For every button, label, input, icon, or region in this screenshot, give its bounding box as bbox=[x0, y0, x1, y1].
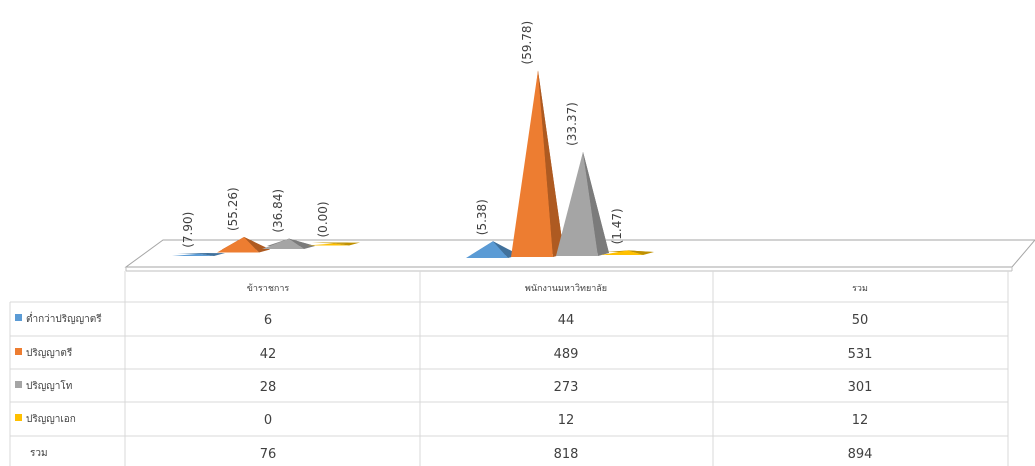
data-label: (5.38) bbox=[475, 199, 489, 235]
data-table: ข้าราชการ พนักงานมหาวิทยาลัย รวม ต่ำกว่า… bbox=[9, 271, 1009, 466]
cone-bachelor bbox=[511, 70, 553, 258]
table-header-cell: ข้าราชการ bbox=[247, 283, 290, 294]
cone-below-bachelor-side bbox=[199, 253, 225, 256]
cone-master bbox=[262, 238, 304, 249]
cone-master bbox=[556, 151, 598, 256]
cone-below-bachelor bbox=[172, 253, 214, 256]
row-label: ปริญญาตรี bbox=[26, 347, 73, 359]
data-label: (59.78) bbox=[520, 21, 534, 65]
legend-key-master bbox=[15, 381, 22, 388]
cone-bachelor-side bbox=[538, 70, 564, 258]
legend-key-bachelor bbox=[15, 348, 22, 355]
legend-key-doctorate bbox=[15, 414, 22, 421]
table-cell: 50 bbox=[852, 313, 869, 328]
data-label: (55.26) bbox=[226, 187, 240, 231]
data-label: (7.90) bbox=[181, 212, 195, 248]
row-label-total: รวม bbox=[30, 448, 48, 459]
cone-doctorate bbox=[307, 243, 349, 246]
table-cell: 489 bbox=[554, 347, 579, 362]
table-cell: 42 bbox=[260, 347, 277, 362]
table-cell-total: 76 bbox=[260, 447, 277, 462]
cone-doctorate-shadow bbox=[312, 242, 360, 244]
table-cell-total: 894 bbox=[848, 447, 873, 462]
table-cell: 301 bbox=[848, 380, 873, 395]
table-header-cell: พนักงานมหาวิทยาลัย bbox=[525, 283, 607, 294]
table-cell: 273 bbox=[554, 380, 579, 395]
cone-master-side bbox=[289, 238, 315, 249]
data-label: (36.84) bbox=[271, 189, 285, 233]
cone-master-side bbox=[583, 151, 609, 256]
legend-key-below-bachelor bbox=[15, 314, 22, 321]
table-cell: 44 bbox=[558, 313, 575, 328]
row-label: ปริญญาเอก bbox=[26, 414, 76, 425]
cone-bachelor bbox=[217, 237, 259, 253]
cone-below-bachelor-shadow bbox=[177, 253, 225, 254]
table-cell: 12 bbox=[558, 413, 575, 428]
table-header-cell: รวม bbox=[852, 284, 868, 294]
table-cell: 0 bbox=[264, 413, 272, 428]
cone-doctorate-side bbox=[334, 242, 360, 246]
data-label: (1.47) bbox=[610, 208, 624, 244]
data-label: (0.00) bbox=[316, 201, 330, 237]
table-cell: 28 bbox=[260, 380, 277, 395]
cone-doctorate bbox=[601, 250, 643, 255]
cone-series-group bbox=[172, 70, 654, 258]
cone-doctorate-side bbox=[628, 250, 654, 255]
row-label: ต่ำกว่าปริญญาตรี bbox=[26, 311, 102, 325]
table-cell: 12 bbox=[852, 413, 869, 428]
table-cell-total: 818 bbox=[554, 447, 579, 462]
row-label: ปริญญาโท bbox=[26, 379, 72, 392]
table-cell: 6 bbox=[264, 313, 272, 328]
table-cell: 531 bbox=[848, 347, 873, 362]
data-label: (33.37) bbox=[565, 102, 579, 146]
cone-below-bachelor bbox=[466, 241, 508, 258]
data-label-group: (7.90) (55.26) (36.84) (0.00) (5.38) (59.78) (… bbox=[181, 21, 624, 248]
